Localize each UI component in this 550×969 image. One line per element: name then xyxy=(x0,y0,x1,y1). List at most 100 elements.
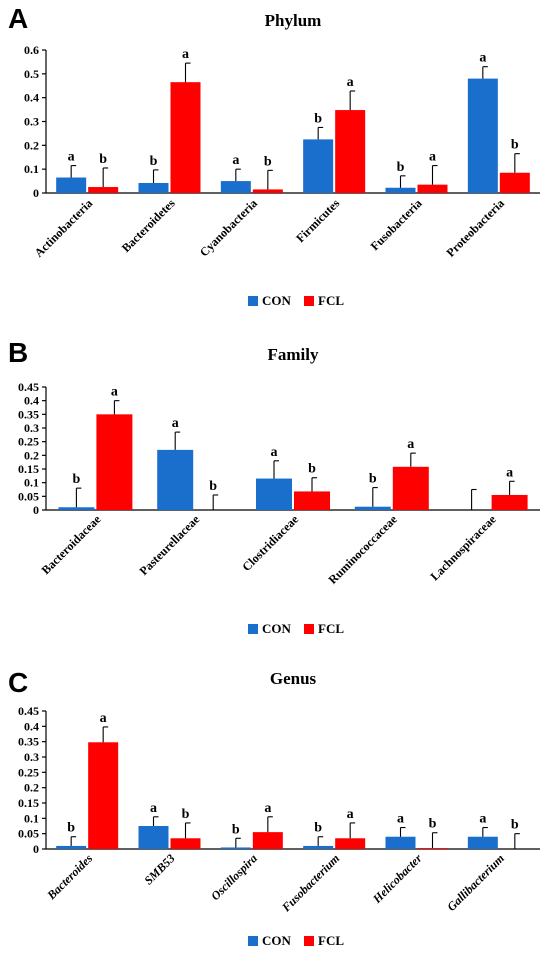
bar-fcl-proteobacteria xyxy=(499,172,530,193)
significance-label: a xyxy=(397,812,404,827)
significance-label: b xyxy=(150,154,158,169)
y-tick-label: 0.25 xyxy=(18,435,39,449)
bar-con-pasteurellaceae xyxy=(157,449,194,510)
legend-label-con: CON xyxy=(262,621,292,636)
category-label: Actinobacteria xyxy=(32,196,96,260)
bar-fcl-cyanobacteria xyxy=(252,189,283,193)
legend-label-fcl: FCL xyxy=(318,293,344,308)
category-label: Fusobacterium xyxy=(278,851,342,915)
significance-label: b xyxy=(209,479,217,494)
significance-label: b xyxy=(264,154,272,169)
significance-label: a xyxy=(407,437,414,452)
category-label: Ruminococcaceae xyxy=(325,512,400,587)
legend-label-con: CON xyxy=(262,293,292,308)
category-label: Helicobacter xyxy=(369,851,425,907)
legend-swatch-fcl xyxy=(304,624,314,634)
y-tick-label: 0.4 xyxy=(24,91,39,105)
legend-swatch-fcl xyxy=(304,936,314,946)
panel-letter: A xyxy=(8,3,28,34)
y-tick-label: 0.35 xyxy=(18,407,39,421)
bar-fcl-bacteroidetes xyxy=(170,82,201,193)
significance-label: a xyxy=(271,445,278,460)
legend-swatch-con xyxy=(248,296,258,306)
chart-panel-a: A Phylum 0 0.1 0.2 0.3 0.4 0.5 0.6 a b Actinobacter… xyxy=(8,3,540,308)
significance-label: b xyxy=(511,818,519,833)
y-tick-label: 0.05 xyxy=(18,827,39,841)
legend: CON FCL xyxy=(248,621,344,636)
bar-con-proteobacteria xyxy=(467,78,498,193)
category-label: Pasteurellaceae xyxy=(137,512,203,578)
legend-swatch-fcl xyxy=(304,296,314,306)
significance-label: a xyxy=(111,385,118,400)
significance-label: a xyxy=(232,153,239,168)
significance-label: a xyxy=(68,150,75,165)
y-tick-label: 0.4 xyxy=(24,394,39,408)
category-label: Firmicutes xyxy=(293,196,342,245)
bar-con-clostridiaceae xyxy=(256,478,292,510)
category-label: Fusobacteria xyxy=(368,196,425,253)
bar-con-gallibacterium xyxy=(467,836,498,849)
bar-con-fusobacterium xyxy=(303,845,334,849)
legend-label-fcl: FCL xyxy=(318,933,344,948)
significance-label: b xyxy=(397,160,405,175)
bar-fcl-smb53 xyxy=(170,838,201,849)
y-tick-label: 0.3 xyxy=(24,750,39,764)
chart-panel-b: B Family 00.050.10.150.20.250.30.350.40.45… xyxy=(8,337,540,636)
y-tick-label: 0.2 xyxy=(24,781,39,795)
significance-label: a xyxy=(479,812,486,827)
y-tick-label: 0.1 xyxy=(24,162,39,176)
bar-fcl-helicobacter xyxy=(417,848,448,849)
legend: CON FCL xyxy=(248,293,344,308)
significance-label: b xyxy=(73,472,81,487)
significance-label: b xyxy=(182,807,190,822)
y-tick-label: 0.25 xyxy=(18,765,39,779)
bar-fcl-bacteroidaceae xyxy=(96,414,133,510)
significance-label: a xyxy=(506,465,513,480)
chart-title: Phylum xyxy=(265,11,322,30)
y-tick-label: 0 xyxy=(33,842,39,856)
category-label: Proteobacteria xyxy=(443,196,506,259)
y-tick-label: 0.2 xyxy=(24,138,39,152)
category-label: Bacteroidaceae xyxy=(39,512,104,577)
significance-label: a xyxy=(182,47,189,62)
legend-label-con: CON xyxy=(262,933,292,948)
y-tick-label: 0.5 xyxy=(24,67,39,81)
bar-con-bacteroides xyxy=(56,845,87,849)
y-tick-label: 0.35 xyxy=(18,735,39,749)
significance-label: b xyxy=(429,817,437,832)
category-label: Clostridiaceae xyxy=(239,512,301,574)
bar-fcl-actinobacteria xyxy=(88,187,119,193)
bar-con-smb53 xyxy=(138,826,169,849)
y-tick-label: 0.1 xyxy=(24,811,39,825)
y-tick-label: 0.15 xyxy=(18,796,39,810)
legend-swatch-con xyxy=(248,624,258,634)
y-tick-label: 0.1 xyxy=(24,476,39,490)
significance-label: b xyxy=(511,138,519,153)
category-label: Bacteroides xyxy=(44,851,96,903)
significance-label: a xyxy=(429,150,436,165)
panel-letter: B xyxy=(8,337,28,368)
category-label: Bacteroidetes xyxy=(119,196,178,255)
significance-label: b xyxy=(99,152,107,167)
bar-fcl-bacteroides xyxy=(88,742,119,849)
significance-label: a xyxy=(264,801,271,816)
category-label: Oscillospira xyxy=(208,851,260,903)
significance-label: a xyxy=(150,801,157,816)
bar-fcl-lachnospiraceae xyxy=(491,494,528,510)
bar-con-firmicutes xyxy=(303,139,334,193)
chart-panel-c: C Genus 00.05 0.10.150.2 0.250.30.35 0.40.45 b… xyxy=(8,667,540,948)
significance-label: a xyxy=(172,416,179,431)
y-tick-label: 0.05 xyxy=(18,489,39,503)
bar-fcl-clostridiaceae xyxy=(294,491,330,510)
y-tick-label: 0.3 xyxy=(24,421,39,435)
bar-fcl-oscillospira xyxy=(252,832,283,849)
category-label: Gallibacterium xyxy=(444,851,507,914)
bar-con-ruminococcaceae xyxy=(354,506,391,510)
significance-label: a xyxy=(100,711,107,726)
category-label: SMB53 xyxy=(141,851,177,887)
significance-label: b xyxy=(314,821,322,836)
y-tick-label: 0.45 xyxy=(18,704,39,718)
y-tick-label: 0 xyxy=(33,503,39,517)
category-label: Cyanobacteria xyxy=(197,196,260,259)
